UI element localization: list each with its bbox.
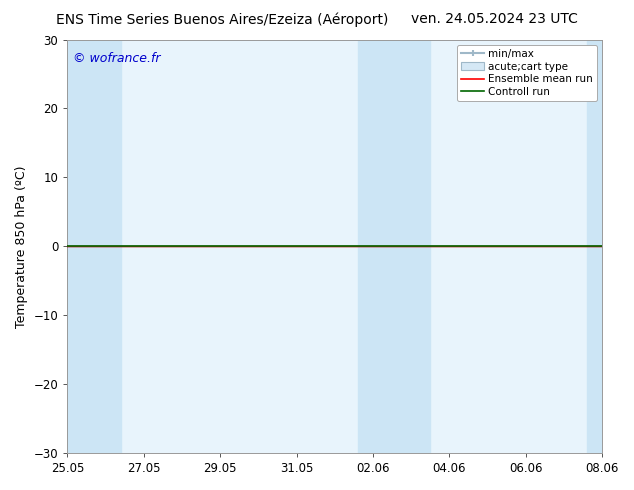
Bar <box>67 40 121 453</box>
Text: © wofrance.fr: © wofrance.fr <box>73 52 160 65</box>
Legend: min/max, acute;cart type, Ensemble mean run, Controll run: min/max, acute;cart type, Ensemble mean … <box>457 45 597 101</box>
Bar <box>358 40 430 453</box>
Bar <box>587 40 602 453</box>
Text: ENS Time Series Buenos Aires/Ezeiza (Aéroport): ENS Time Series Buenos Aires/Ezeiza (Aér… <box>56 12 388 27</box>
Text: ven. 24.05.2024 23 UTC: ven. 24.05.2024 23 UTC <box>411 12 578 26</box>
Y-axis label: Temperature 850 hPa (ºC): Temperature 850 hPa (ºC) <box>15 165 28 327</box>
